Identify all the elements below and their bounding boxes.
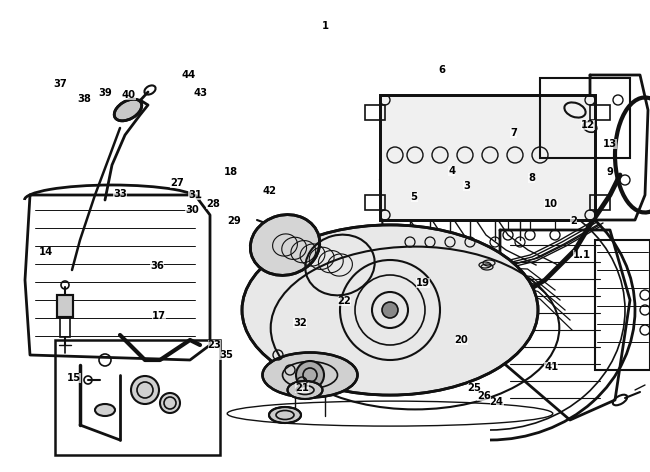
Bar: [365, 105, 385, 120]
Bar: [55, 340, 220, 455]
Text: 25: 25: [467, 383, 482, 393]
Text: 31: 31: [188, 190, 202, 200]
Text: 2: 2: [570, 216, 577, 226]
Text: 27: 27: [170, 178, 184, 188]
Text: 19: 19: [415, 278, 430, 288]
Text: 42: 42: [263, 186, 277, 196]
Text: 40: 40: [122, 90, 136, 101]
Circle shape: [382, 302, 398, 318]
Text: 14: 14: [38, 246, 53, 257]
Text: 36: 36: [150, 261, 164, 271]
Text: 41: 41: [544, 362, 558, 372]
Ellipse shape: [287, 381, 322, 399]
Ellipse shape: [95, 404, 115, 416]
Text: 9: 9: [606, 167, 613, 177]
Ellipse shape: [263, 353, 358, 397]
Text: 30: 30: [185, 205, 199, 215]
Text: 8: 8: [528, 173, 535, 184]
Bar: [380, 95, 595, 220]
Text: 35: 35: [219, 350, 233, 360]
Text: 12: 12: [581, 120, 595, 130]
Ellipse shape: [242, 225, 538, 395]
Circle shape: [131, 376, 159, 404]
Text: 22: 22: [337, 296, 352, 306]
Text: 39: 39: [98, 88, 112, 99]
Text: 23: 23: [207, 339, 222, 350]
Text: 43: 43: [193, 88, 207, 99]
Text: 5: 5: [411, 192, 417, 202]
Text: 3: 3: [463, 181, 470, 192]
Ellipse shape: [114, 99, 142, 121]
Text: 17: 17: [152, 311, 166, 321]
Text: 4: 4: [448, 166, 455, 177]
Circle shape: [160, 393, 180, 413]
Bar: [380, 95, 595, 220]
Text: 26: 26: [477, 391, 491, 402]
Circle shape: [296, 361, 324, 389]
Bar: [540, 78, 630, 158]
Text: 1: 1: [322, 21, 328, 31]
Ellipse shape: [269, 407, 301, 423]
Text: 13: 13: [603, 139, 617, 149]
Ellipse shape: [250, 215, 320, 275]
Bar: [60, 317, 70, 337]
Text: 15: 15: [66, 372, 81, 383]
Text: 24: 24: [489, 397, 504, 407]
Bar: [590, 105, 610, 120]
Bar: [57, 295, 73, 317]
Bar: [590, 195, 610, 210]
Text: 28: 28: [206, 199, 220, 209]
Text: 7: 7: [510, 128, 517, 138]
Text: 32: 32: [293, 318, 307, 329]
Bar: [365, 195, 385, 210]
Text: 1.1: 1.1: [573, 250, 591, 260]
Text: 20: 20: [454, 335, 469, 345]
Text: 18: 18: [224, 167, 238, 177]
Bar: [57, 295, 73, 317]
Text: 37: 37: [53, 79, 67, 89]
Text: 33: 33: [113, 189, 127, 200]
Text: 29: 29: [227, 216, 241, 226]
Bar: [595, 240, 650, 370]
Text: 44: 44: [181, 69, 196, 80]
Text: 21: 21: [295, 383, 309, 393]
Text: 38: 38: [77, 94, 92, 104]
Text: 10: 10: [544, 199, 558, 209]
Text: 6: 6: [439, 65, 445, 75]
